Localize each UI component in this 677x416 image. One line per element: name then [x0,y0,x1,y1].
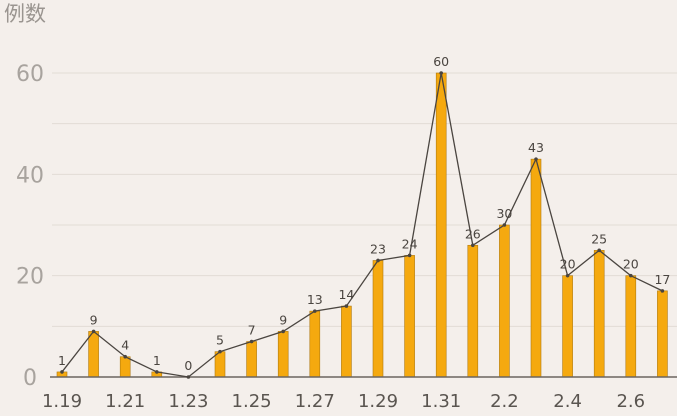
bar-1.24 [214,351,226,378]
line-point [471,243,475,248]
data-label: 20 [623,257,639,272]
line-point [60,370,64,374]
data-label: 9 [90,312,98,327]
data-label: 23 [370,241,386,256]
line-point [123,354,127,359]
bar-2.3 [530,158,542,378]
data-label: 14 [338,287,354,302]
line-point [565,273,570,278]
x-tick-label: 1.23 [168,391,208,412]
x-tick-label: 2.6 [616,391,645,412]
x-tick-label: 1.21 [105,391,145,412]
x-tick-label: 1.27 [295,391,335,412]
data-label: 1 [153,353,161,368]
line-point [344,304,349,308]
line-point [376,258,380,263]
data-label: 17 [654,272,670,287]
x-tick-label: 1.19 [42,391,82,412]
trend-line [61,72,663,378]
line-point [186,375,191,379]
line-point [439,71,444,75]
data-label: 60 [433,54,449,69]
bar-1.26 [277,331,289,378]
line-point [313,309,317,313]
line-point [597,248,601,253]
data-label: 13 [307,292,323,307]
data-label: 5 [216,333,224,348]
data-label: 24 [402,236,418,251]
bar-1.21 [119,356,131,378]
bar-1.27 [309,310,321,378]
bar-1.30 [404,255,415,378]
line-point [660,289,665,293]
bar-1.29 [372,260,384,378]
data-label: 9 [279,312,287,327]
line-point [502,223,507,227]
x-tick-label: 1.29 [358,391,398,412]
line-point [91,329,96,334]
line-point [218,349,222,354]
bar-2.4 [562,275,573,378]
bar-2.5 [593,250,605,378]
data-label: 43 [528,140,544,155]
line-point [629,273,633,278]
line-point [281,329,286,334]
y-tick-label: 0 [23,366,37,391]
y-tick-label: 40 [16,163,44,188]
data-label: 4 [121,338,129,353]
data-label: 7 [248,323,256,338]
bar-2.2 [499,224,510,378]
y-tick-label: 60 [16,62,44,87]
data-label: 25 [591,231,607,246]
bar-2.6 [625,275,637,378]
x-tick-label: 2.2 [490,391,519,412]
y-axis-title: 例数 [4,2,46,26]
line-point [534,157,538,161]
x-tick-label: 2.4 [553,391,582,412]
bar-1.28 [341,305,352,378]
x-tick-label: 1.25 [232,391,272,412]
data-label: 1 [58,353,66,368]
bar-1.31 [435,72,447,378]
data-label: 30 [496,206,512,221]
data-label: 26 [465,226,481,241]
line-point [249,339,254,344]
data-label: 20 [560,257,576,272]
bar-1.20 [88,331,99,378]
line-point [155,370,159,374]
bar-2.7 [657,290,668,378]
bar-2.1 [467,244,479,378]
data-label: 0 [184,358,192,373]
y-tick-label: 20 [16,265,44,290]
x-tick-label: 1.31 [421,391,461,412]
line-point [407,253,412,258]
bar-1.25 [246,341,257,378]
